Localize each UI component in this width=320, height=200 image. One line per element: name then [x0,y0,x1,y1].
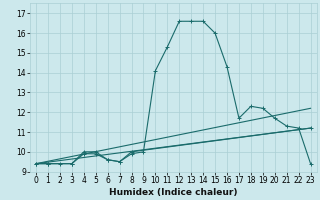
X-axis label: Humidex (Indice chaleur): Humidex (Indice chaleur) [109,188,237,197]
